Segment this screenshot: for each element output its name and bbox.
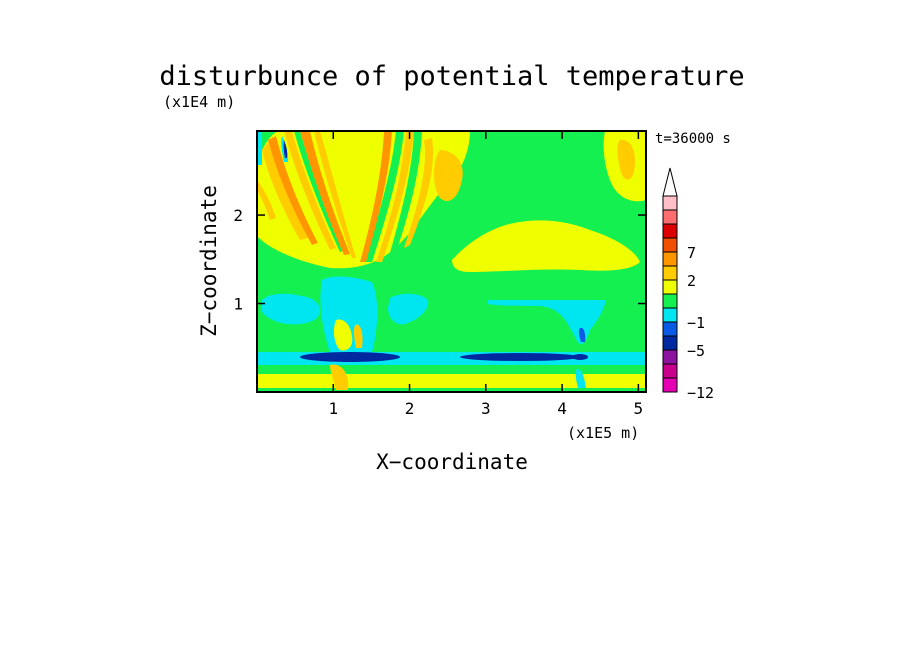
x-tick-label: 3	[481, 399, 491, 418]
colorbar-swatch	[662, 265, 678, 281]
colorbar-swatch	[662, 349, 678, 365]
contour-field	[257, 131, 646, 392]
field-region-mid-right-blue	[578, 327, 586, 342]
colorbar-swatch	[662, 321, 678, 337]
field-region-surface-orange	[330, 364, 349, 390]
field-region-surface-green	[257, 388, 646, 392]
colorbar-tick-label: −5	[687, 342, 705, 360]
y-axis-label: Z−coordinate	[197, 185, 221, 337]
field-region-surface-cyan	[575, 368, 586, 388]
field-region-low-blue-left	[300, 352, 400, 362]
colorbar-tick-label: −1	[687, 314, 705, 332]
field-region-central-column-inner	[333, 319, 353, 351]
field-wave-stripes	[257, 131, 463, 262]
colorbar: −12−5−127	[662, 167, 714, 402]
colorbar-swatch	[662, 223, 678, 239]
field-region-surface-yellow	[257, 374, 646, 388]
colorbar-swatch	[662, 335, 678, 351]
y-tick-label: 2	[233, 206, 243, 225]
plot-frame	[256, 130, 647, 393]
colorbar-swatch	[662, 363, 678, 379]
x-scale-label: (x1E5 m)	[567, 424, 639, 442]
x-tick-label: 5	[634, 399, 644, 418]
colorbar-swatch	[662, 279, 678, 295]
field-region-low-blue-right	[572, 354, 588, 360]
x-axis-label: X−coordinate	[376, 450, 528, 474]
y-tick-label: 1	[233, 295, 243, 314]
time-label: t=36000 s	[655, 131, 731, 147]
chart-title: disturbunce of potential temperature	[159, 61, 744, 92]
field-region-mid-right-cyan	[488, 300, 606, 345]
field-region-low-blue-mid	[460, 353, 580, 361]
field-region-central-column-inner-2	[353, 324, 363, 348]
colorbar-tick-label: 7	[687, 244, 696, 262]
x-tick-label: 1	[328, 399, 338, 418]
colorbar-tick-label: −12	[687, 384, 714, 402]
x-tick-label: 2	[405, 399, 415, 418]
field-region-mid-left-cyan	[262, 293, 321, 325]
x-axis-ticks: 1 2 3 4 5	[328, 131, 643, 418]
colorbar-swatch	[662, 195, 678, 211]
y-scale-label: (x1E4 m)	[163, 93, 235, 111]
field-region-mid-cyan-2	[388, 293, 429, 325]
colorbar-extend-arrow	[662, 167, 678, 197]
colorbar-tick-label: 2	[687, 272, 696, 290]
colorbar-swatch	[662, 293, 678, 309]
colorbar-swatch	[662, 377, 678, 393]
colorbar-swatch	[662, 307, 678, 323]
colorbar-swatch	[662, 251, 678, 267]
colorbar-swatch	[662, 237, 678, 253]
field-region-right-top-orange	[617, 139, 636, 180]
y-axis-ticks: 12	[233, 206, 646, 314]
x-tick-label: 4	[557, 399, 567, 418]
field-region-mid-right-yellow	[452, 220, 640, 272]
colorbar-swatch	[662, 209, 678, 225]
field-region-top-right-cyan	[257, 131, 262, 165]
